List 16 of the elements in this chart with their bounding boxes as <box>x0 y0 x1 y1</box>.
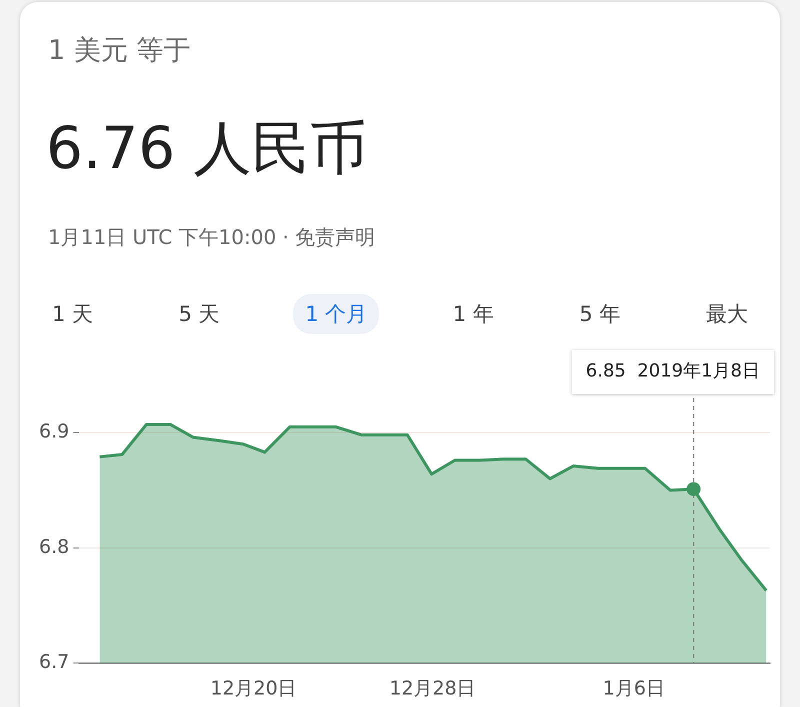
x-tick-label: 1月6日 <box>602 678 665 700</box>
text: 最大 <box>704 301 749 328</box>
x-tick-label: 12月20日 <box>210 678 297 700</box>
y-tick-label: 6.8 <box>39 536 70 558</box>
chart-title: 6.76 人民币 <box>46 113 368 184</box>
chart-subtitle: 1月11日 UTC 下午10:00 · 免责声明 <box>48 224 376 251</box>
y-tick-label: 6.7 <box>39 651 70 674</box>
text: 1 美元 等于 <box>48 34 190 68</box>
text: 1 年 <box>452 301 495 328</box>
text: 5 天 <box>178 301 221 328</box>
text: 5 年 <box>578 301 622 328</box>
ref-line-label: 6.85 2019年1月8日 <box>586 360 760 382</box>
text: 1 天 <box>51 301 94 328</box>
x-tick-label: 12月28日 <box>389 678 476 700</box>
y-tick-label: 6.9 <box>39 420 70 443</box>
text: 1 个月 <box>293 294 380 334</box>
